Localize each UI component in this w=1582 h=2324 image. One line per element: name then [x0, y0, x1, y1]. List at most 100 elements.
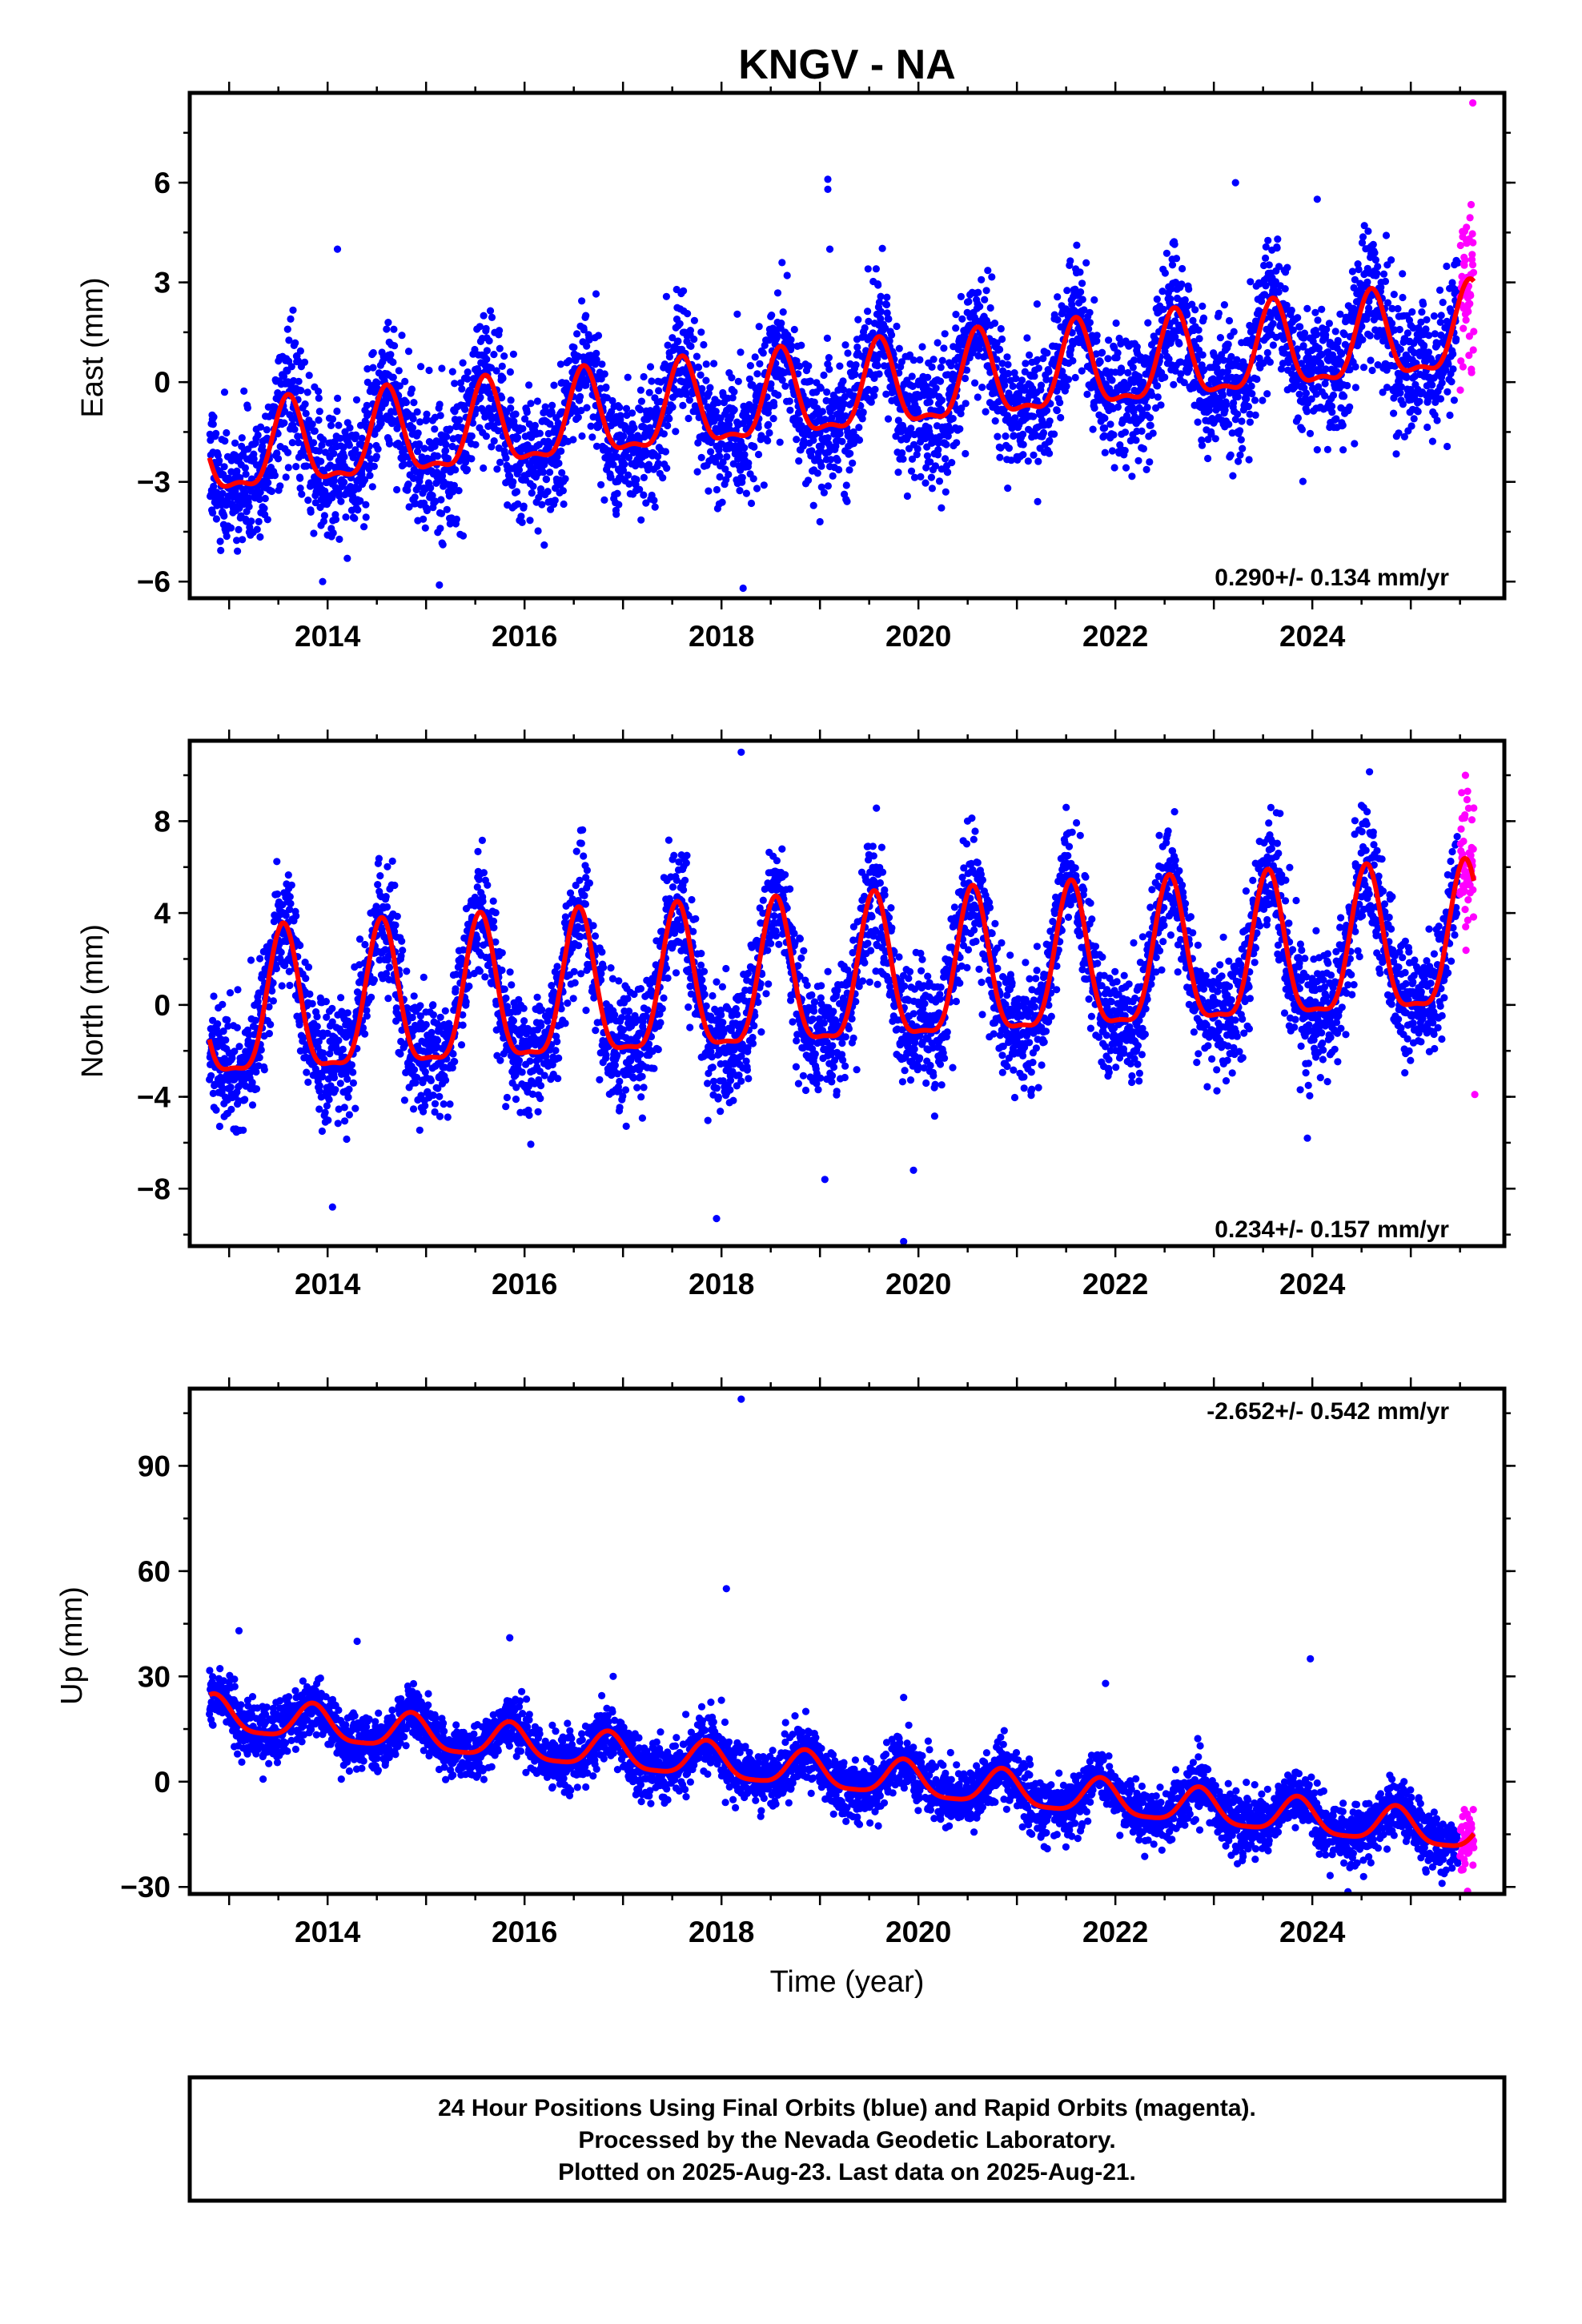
data-point [632, 462, 640, 470]
data-point [994, 432, 1002, 440]
data-point [437, 496, 445, 504]
rapid-data-point [1456, 241, 1464, 250]
data-point [750, 443, 758, 451]
data-point [1086, 308, 1094, 316]
data-point [569, 436, 577, 444]
data-point [914, 408, 922, 416]
model-fit-line [207, 276, 1476, 489]
data-point [1281, 285, 1289, 293]
data-point [1159, 305, 1167, 313]
data-point [1279, 360, 1287, 368]
data-point [279, 372, 288, 380]
data-point [311, 499, 319, 507]
data-point [611, 419, 619, 427]
data-point [1399, 270, 1407, 278]
data-point [975, 345, 983, 353]
data-point [1068, 300, 1076, 308]
data-point [799, 442, 808, 450]
rapid-data-point [1459, 363, 1467, 371]
data-point [1397, 383, 1405, 391]
data-point [1108, 447, 1116, 455]
data-point [840, 400, 848, 408]
data-point [1216, 334, 1224, 342]
data-point [1126, 436, 1134, 445]
data-point [865, 317, 873, 325]
data-point [1303, 408, 1311, 416]
data-point [545, 441, 553, 450]
data-point [1007, 456, 1015, 464]
rapid-data-point [1469, 346, 1477, 354]
data-point [1424, 348, 1432, 356]
data-point [1018, 376, 1026, 384]
data-point [917, 472, 925, 481]
data-point [873, 362, 881, 370]
data-point [1002, 432, 1010, 440]
data-point [1269, 341, 1277, 349]
rapid-data-point [1468, 230, 1476, 238]
data-point [765, 420, 773, 428]
data-point [286, 893, 294, 901]
data-point [878, 244, 886, 252]
data-point [273, 449, 281, 457]
data-point [1444, 360, 1452, 368]
data-point [1220, 301, 1228, 309]
data-point [1313, 331, 1321, 339]
data-point [1300, 329, 1309, 337]
data-point [285, 967, 293, 975]
data-point [315, 447, 323, 455]
data-point [396, 382, 404, 390]
data-point [291, 414, 299, 423]
data-point [823, 388, 831, 396]
data-point [223, 428, 231, 437]
data-point [276, 482, 284, 490]
rapid-data-point [1461, 256, 1469, 264]
data-point [509, 478, 517, 486]
data-point [998, 360, 1006, 368]
data-point [420, 444, 428, 452]
data-point [1325, 320, 1333, 328]
data-point [855, 436, 864, 444]
data-point [1062, 382, 1070, 390]
data-point [1004, 485, 1012, 493]
data-point [779, 308, 787, 316]
data-point [976, 303, 984, 311]
data-point [1351, 384, 1359, 392]
data-point [235, 525, 243, 534]
data-point [282, 473, 290, 481]
data-point [1263, 348, 1271, 357]
data-point [241, 1096, 249, 1104]
data-point [506, 368, 515, 376]
data-point [998, 335, 1006, 344]
data-point [368, 483, 376, 491]
data-point [1078, 367, 1086, 375]
data-point [507, 404, 515, 412]
data-point [869, 329, 877, 337]
data-point [217, 546, 225, 555]
data-point [330, 476, 339, 485]
data-point [459, 359, 467, 367]
data-point [817, 384, 825, 392]
data-point [1122, 464, 1130, 472]
data-point [1178, 280, 1186, 288]
data-point [1367, 356, 1375, 364]
data-point [664, 421, 672, 430]
data-point [602, 383, 610, 392]
data-point [1019, 451, 1027, 459]
data-point [1080, 306, 1088, 314]
rapid-data-point [1463, 223, 1471, 231]
data-point [383, 325, 391, 333]
data-point [570, 344, 578, 352]
data-point [372, 452, 380, 460]
data-point [1448, 279, 1456, 287]
data-point [625, 480, 633, 489]
data-point [1294, 414, 1302, 422]
data-point [1317, 360, 1325, 368]
data-point [1199, 302, 1207, 310]
data-point [721, 465, 729, 473]
data-point [1076, 268, 1084, 276]
data-point [1205, 406, 1213, 415]
data-point [751, 403, 759, 411]
data-point [464, 375, 472, 383]
data-point [1101, 424, 1109, 432]
data-point [962, 366, 971, 374]
